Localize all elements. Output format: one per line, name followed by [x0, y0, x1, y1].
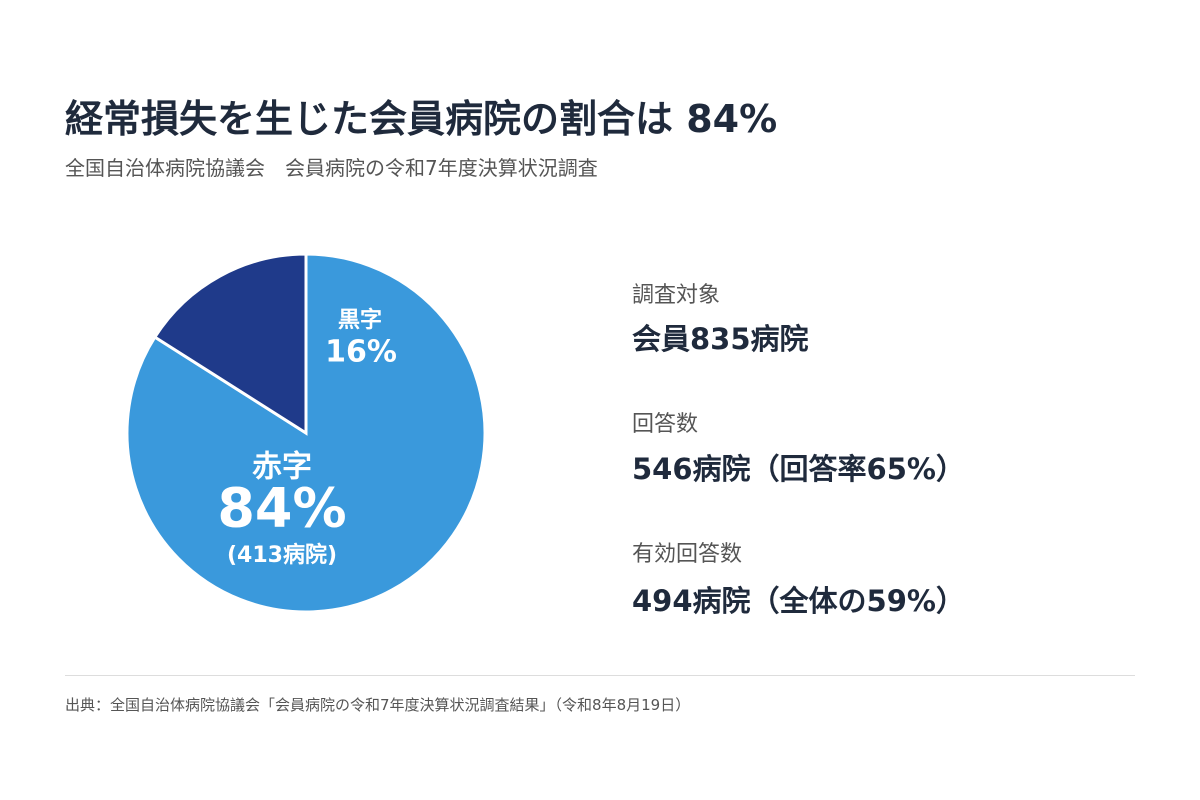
stat-label: 有効回答数: [632, 542, 743, 567]
stat-value: 会員835病院: [632, 322, 809, 356]
chart-title: 経常損失を生じた会員病院の割合は 84%: [65, 97, 778, 141]
stat-value: 546病院（回答率65%）: [632, 452, 965, 486]
divider: [65, 675, 1135, 676]
source-note: 出典：全国自治体病院協議会「会員病院の令和7年度決算状況調査結果」（令和8年8月…: [65, 696, 691, 714]
pie-slice: [125, 252, 487, 614]
chart-subtitle: 全国自治体病院協議会 会員病院の令和7年度決算状況調査: [65, 156, 598, 180]
slice-category-label: 赤字: [252, 450, 312, 485]
stat-value: 494病院（全体の59%）: [632, 584, 965, 618]
slice-value-label: 84%: [217, 477, 346, 540]
slice-value-label: 16%: [325, 335, 397, 370]
pie-slice: [152, 252, 308, 436]
stat-label: 回答数: [632, 412, 699, 437]
slice-category-label: 黒字: [338, 307, 382, 333]
stat-label: 調査対象: [632, 283, 721, 308]
slice-annotation: (413病院): [227, 542, 337, 568]
